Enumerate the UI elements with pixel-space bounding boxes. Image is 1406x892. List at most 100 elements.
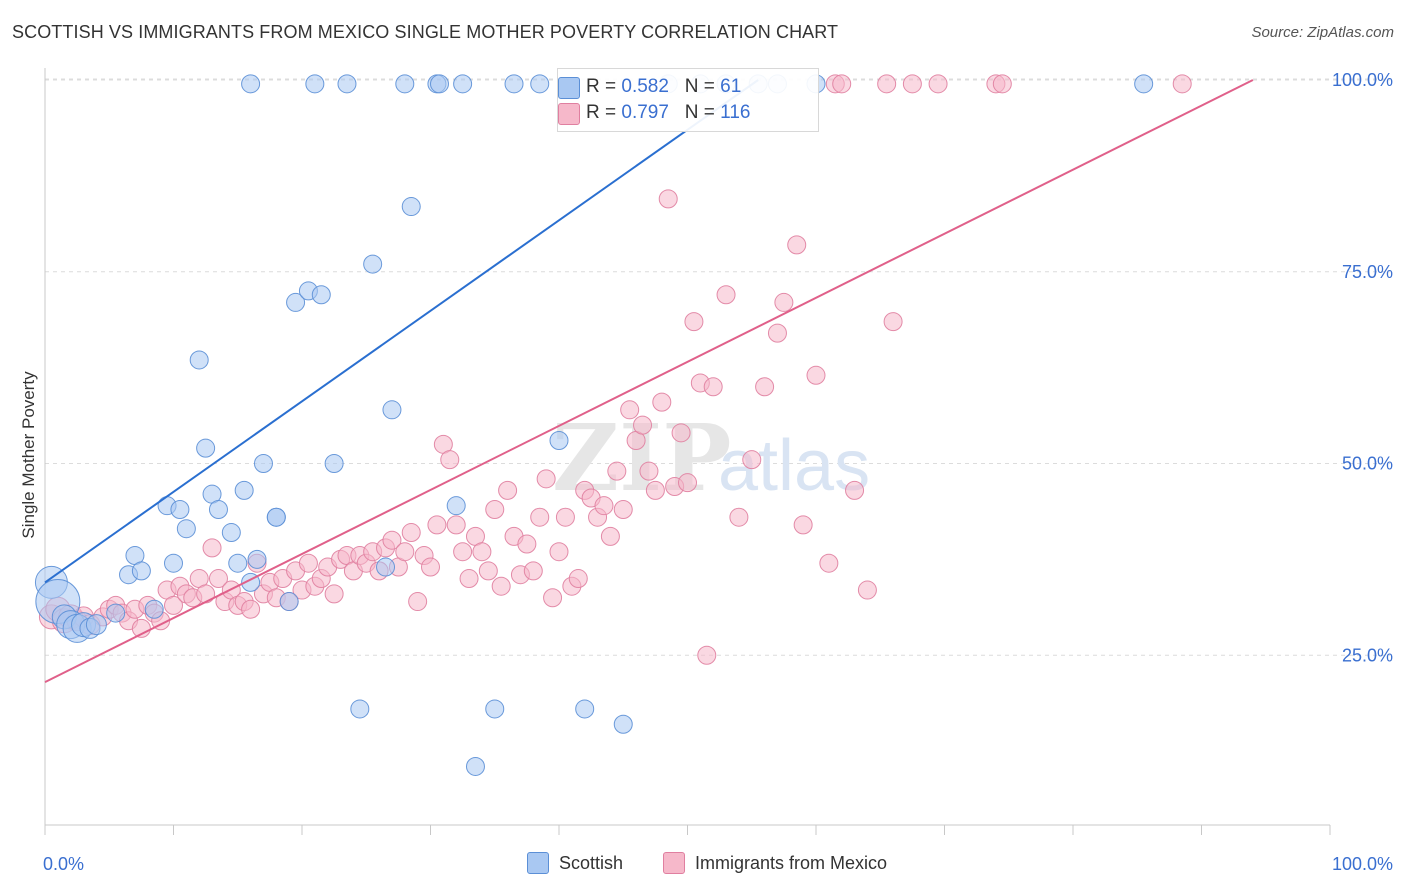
- mexico-point: [459, 569, 479, 589]
- scottish-point: [311, 285, 331, 305]
- mexico-point: [298, 553, 318, 573]
- axes: [44, 68, 1331, 835]
- mexico-point: [928, 74, 948, 94]
- scottish-point: [247, 549, 267, 569]
- mexico-point: [382, 530, 402, 550]
- bottom-legend-label-mexico: Immigrants from Mexico: [695, 852, 888, 873]
- legend-swatch-scottish: [558, 77, 580, 99]
- mexico-point: [639, 461, 659, 481]
- scottish-point: [234, 480, 254, 500]
- scottish-point: [1134, 74, 1154, 94]
- scottish-point: [144, 599, 164, 619]
- mexico-point: [491, 576, 511, 596]
- scottish-point: [208, 500, 228, 520]
- mexico-point: [645, 480, 665, 500]
- mexico-point: [594, 496, 614, 516]
- legend-row-scottish: R = 0.582 N = 61: [558, 74, 741, 100]
- mexico-point: [832, 74, 852, 94]
- scottish-point: [575, 699, 595, 719]
- mexico-point: [658, 189, 678, 209]
- mexico-point: [530, 507, 550, 527]
- mexico-point: [883, 312, 903, 332]
- mexico-point: [202, 538, 222, 558]
- chart-title: SCOTTISH VS IMMIGRANTS FROM MEXICO SINGL…: [12, 22, 839, 42]
- mexico-point: [819, 553, 839, 573]
- scottish-point: [176, 519, 196, 539]
- scottish-point: [196, 438, 216, 458]
- legend-n-label: N =: [684, 102, 715, 123]
- scottish-point: [530, 74, 550, 94]
- bottom-legend-mexico: Immigrants from Mexico: [663, 852, 887, 874]
- mexico-point: [613, 500, 633, 520]
- mexico-point: [600, 526, 620, 546]
- scottish-point: [485, 699, 505, 719]
- scottish-point: [337, 74, 357, 94]
- legend-r-label: R =: [586, 76, 617, 97]
- scottish-point: [465, 756, 485, 776]
- mexico-point: [549, 542, 569, 562]
- y-tick-label-100: 100.0%: [1332, 70, 1393, 90]
- scottish-point: [305, 74, 325, 94]
- scottish-point: [106, 603, 126, 623]
- legend-r-label: R =: [586, 102, 617, 123]
- bottom-legend-label-scottish: Scottish: [559, 852, 624, 873]
- mexico-point: [568, 569, 588, 589]
- mexico-point: [755, 377, 775, 397]
- scottish-point: [221, 523, 241, 543]
- mexico-point: [395, 542, 415, 562]
- mexico-point: [742, 450, 762, 470]
- scottish-point: [382, 400, 402, 420]
- mexico-point: [767, 323, 787, 343]
- mexico-point: [902, 74, 922, 94]
- x-tick-label-min: 0.0%: [43, 854, 84, 874]
- scottish-point: [228, 553, 248, 573]
- scottish-point: [446, 496, 466, 516]
- mexico-point: [472, 542, 492, 562]
- mexico-point: [401, 523, 421, 543]
- mexico-point: [992, 74, 1012, 94]
- scottish-point: [429, 74, 449, 94]
- bottom-legend-swatch-scottish: [527, 852, 549, 874]
- mexico-point: [877, 74, 897, 94]
- mexico-point: [408, 592, 428, 612]
- mexico-point: [787, 235, 807, 255]
- source-label: Source: ZipAtlas.com: [1251, 24, 1394, 41]
- y-tick-label-25: 25.0%: [1342, 645, 1393, 665]
- y-axis-label: Single Mother Poverty: [19, 371, 38, 539]
- legend: R = 0.582 N = 61 R = 0.797 N = 116: [557, 68, 819, 132]
- mexico-point: [607, 461, 627, 481]
- series-immigrants-from-mexico: [38, 74, 1192, 665]
- scottish-point: [613, 714, 633, 734]
- mexico-point: [703, 377, 723, 397]
- legend-r-value: 0.582: [621, 76, 669, 97]
- bottom-legend-swatch-mexico: [663, 852, 685, 874]
- mexico-point: [678, 473, 697, 493]
- scottish-point: [453, 74, 473, 94]
- scottish-point: [504, 74, 524, 94]
- trend-line-scottish: [44, 79, 759, 584]
- mexico-point: [555, 507, 575, 527]
- mexico-point: [857, 580, 877, 600]
- mexico-point: [427, 515, 447, 535]
- mexico-point: [164, 595, 183, 615]
- mexico-point: [421, 557, 440, 577]
- mexico-point: [485, 500, 505, 520]
- scottish-point: [401, 197, 421, 217]
- scottish-point: [164, 553, 183, 573]
- mexico-point: [208, 569, 228, 589]
- scottish-point: [279, 592, 299, 612]
- scottish-point: [376, 557, 396, 577]
- legend-row-mexico: R = 0.797 N = 116: [558, 100, 750, 126]
- mexico-point: [633, 415, 653, 435]
- mexico-point: [241, 599, 261, 619]
- mexico-point: [652, 392, 672, 412]
- scottish-point: [266, 507, 286, 527]
- scottish-point: [363, 254, 383, 274]
- scottish-point: [131, 561, 151, 581]
- scottish-point: [253, 454, 273, 473]
- bottom-legend-scottish: Scottish: [527, 852, 623, 874]
- mexico-point: [196, 584, 216, 604]
- scottish-point: [189, 350, 209, 370]
